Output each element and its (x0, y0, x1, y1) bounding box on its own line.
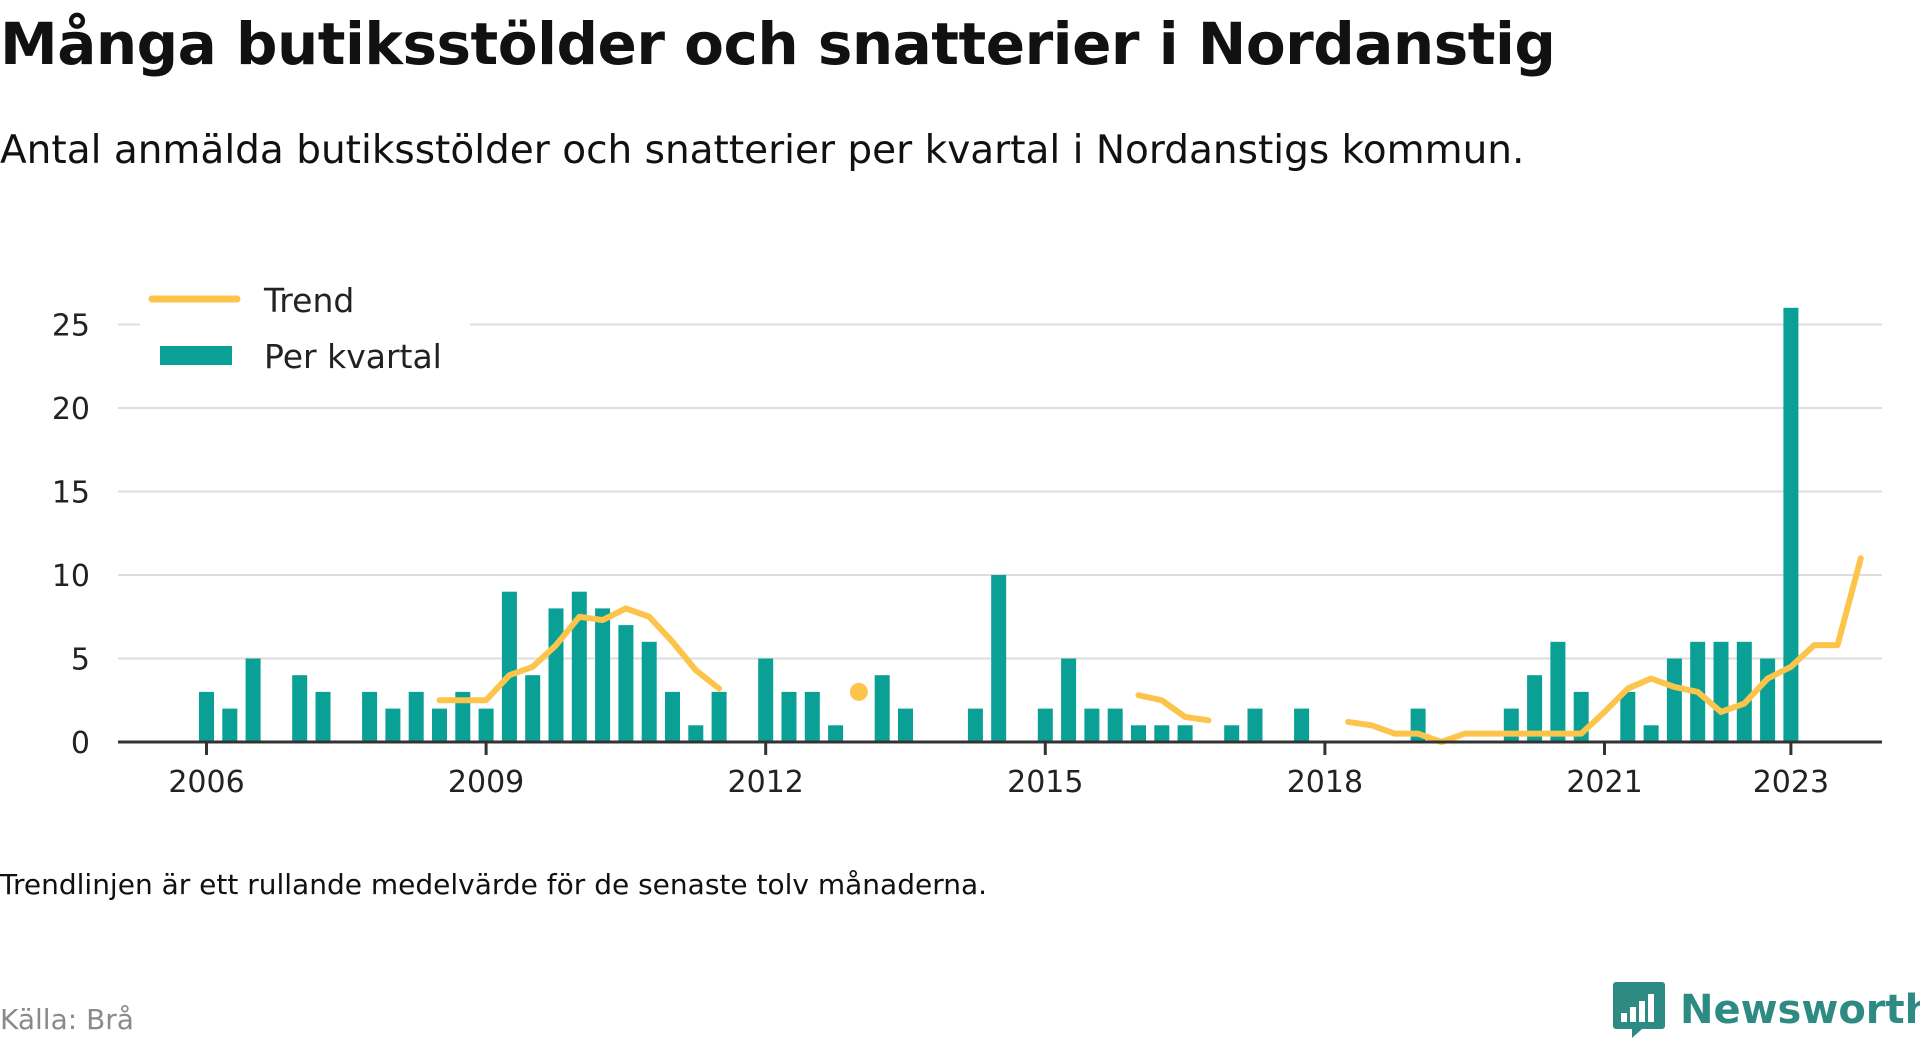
y-tick-label: 20 (52, 392, 90, 427)
bar (1247, 708, 1263, 742)
bar (874, 675, 890, 742)
bar (1177, 725, 1193, 742)
x-tick-label: 2006 (168, 765, 244, 800)
bar (1107, 708, 1123, 742)
x-axis-ticks: 2006 2009 2012 2015 2018 2021 2023 (168, 742, 1829, 800)
trend-line (436, 605, 723, 704)
bar (571, 591, 587, 742)
bar (1620, 691, 1636, 742)
y-tick-label: 5 (71, 643, 90, 678)
bar (362, 691, 378, 742)
bar (595, 608, 611, 742)
bar (898, 708, 913, 742)
bar (548, 608, 564, 742)
y-tick-label: 15 (52, 476, 90, 511)
bar (1643, 725, 1659, 742)
bar (991, 575, 1007, 742)
bar (1154, 725, 1170, 742)
x-tick-label: 2009 (448, 765, 524, 800)
bar (1783, 307, 1799, 742)
bar (1760, 658, 1776, 742)
bar (1294, 708, 1310, 742)
bar (641, 641, 657, 742)
bar (1037, 708, 1053, 742)
bar (665, 691, 680, 742)
bar (1736, 641, 1752, 742)
legend: Trend Per kvartal (140, 262, 470, 376)
bar (967, 708, 983, 742)
brand[interactable]: Newsworthy (1612, 980, 1920, 1040)
bar (711, 691, 727, 742)
legend-trend-label: Trend (263, 281, 354, 320)
trend-point (849, 682, 868, 701)
source-label: Källa: Brå (0, 1003, 134, 1036)
bar (1224, 725, 1240, 742)
chart-note: Trendlinjen är ett rullande medelvärde f… (0, 868, 988, 901)
bar (478, 708, 494, 742)
bar (1061, 658, 1077, 742)
brand-name: Newsworthy (1680, 987, 1920, 1033)
chart-subtitle: Antal anmälda butiksstölder och snatteri… (0, 128, 1525, 173)
x-tick-label: 2015 (1007, 765, 1083, 800)
bar (501, 591, 517, 742)
bar (828, 725, 844, 742)
bar (525, 675, 541, 742)
chart-title: Många butiksstölder och snatterier i Nor… (0, 10, 1556, 78)
bar (292, 675, 308, 742)
x-tick-label: 2021 (1566, 765, 1642, 800)
trend-line (1135, 692, 1212, 724)
trend-series (436, 555, 1864, 745)
bar (455, 691, 471, 742)
bar (315, 691, 331, 742)
x-tick-label: 2023 (1753, 765, 1829, 800)
legend-bar-label: Per kvartal (264, 337, 442, 376)
bar (1550, 641, 1566, 742)
bar (199, 691, 214, 742)
bar (758, 658, 774, 742)
bar (688, 725, 704, 742)
bar (1666, 658, 1682, 742)
x-tick-label: 2018 (1287, 765, 1363, 800)
bar (618, 625, 634, 742)
bar (1084, 708, 1100, 742)
bar (222, 708, 238, 742)
trend-line (1345, 555, 1864, 745)
y-tick-label: 10 (52, 559, 90, 594)
bar (408, 691, 424, 742)
bar (781, 691, 797, 742)
legend-bar-swatch (160, 346, 232, 365)
bar-chart-logo-icon (1613, 982, 1665, 1038)
bar (1527, 675, 1543, 742)
x-tick-label: 2012 (728, 765, 804, 800)
bar (432, 708, 447, 742)
bar (804, 691, 820, 742)
bar (1713, 641, 1729, 742)
y-tick-label: 25 (52, 309, 90, 344)
bar (1503, 708, 1519, 742)
y-axis-ticks: 0 5 10 15 20 25 (52, 309, 90, 762)
y-tick-label: 0 (71, 726, 90, 761)
bar (245, 658, 261, 742)
bar (385, 708, 401, 742)
bar (1131, 725, 1146, 742)
